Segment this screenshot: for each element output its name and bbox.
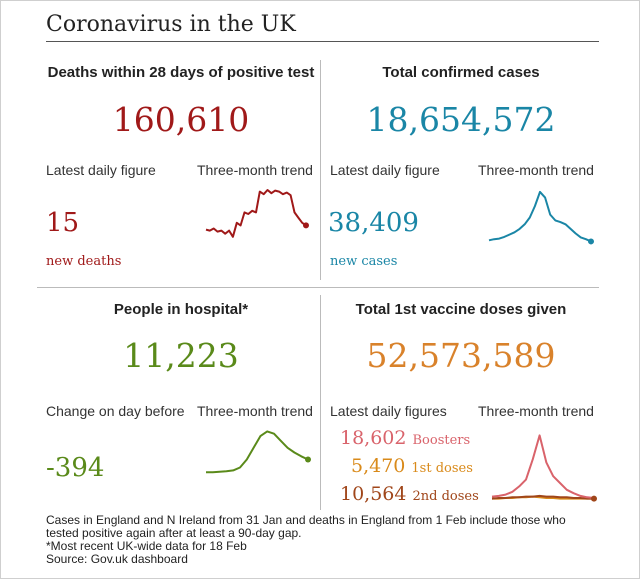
cases-latest-value: 38,409 xyxy=(328,208,419,238)
second-doses-label: 2nd doses xyxy=(412,489,479,504)
cases-heading: Total confirmed cases xyxy=(382,64,540,81)
hospital-change-value: -394 xyxy=(46,453,105,483)
first-doses-label: 1st doses xyxy=(411,461,473,476)
footnote-line-1: Cases in England and N Ireland from 31 J… xyxy=(46,513,566,527)
vaccine-boosters-row: 18,602 Boosters xyxy=(340,427,470,449)
title-rule xyxy=(46,41,599,42)
footnote-line-2: tested positive again after at least a 9… xyxy=(46,526,302,540)
horizontal-divider xyxy=(37,287,599,288)
vaccine-heading: Total 1st vaccine doses given xyxy=(355,301,567,318)
hospital-sparkline xyxy=(206,430,311,474)
deaths-trend-endpoint xyxy=(303,222,309,229)
deaths-latest-value: 15 xyxy=(46,208,80,238)
boosters-trend-line xyxy=(491,434,595,499)
deaths-latest-unit: new deaths xyxy=(46,254,122,269)
deaths-trend-label: Three-month trend xyxy=(197,162,313,178)
vaccine-trend-label: Three-month trend xyxy=(478,403,594,419)
cases-sparkline xyxy=(488,190,594,245)
cases-total: 18,654,572 xyxy=(366,100,556,139)
vaccine-sparkline xyxy=(491,434,597,502)
vaccine-first-doses-row: 5,470 1st doses xyxy=(351,455,473,477)
boosters-value: 18,602 xyxy=(340,427,407,449)
deaths-sparkline xyxy=(205,189,309,238)
vaccine-second-doses-row: 10,564 2nd doses xyxy=(340,483,479,505)
cases-latest-label: Latest daily figure xyxy=(330,162,440,178)
cases-trend-endpoint xyxy=(588,238,594,245)
cases-trend-line xyxy=(488,190,592,243)
hospital-trend-label: Three-month trend xyxy=(197,403,313,419)
cases-latest-unit: new cases xyxy=(330,254,398,269)
vaccine-latest-label: Latest daily figures xyxy=(330,403,447,419)
cases-trend-label: Three-month trend xyxy=(478,162,594,178)
vaccine-trend-endpoint xyxy=(591,495,597,502)
deaths-trend-line xyxy=(205,189,307,238)
boosters-label: Boosters xyxy=(412,433,471,448)
page-title: Coronavirus in the UK xyxy=(46,12,296,37)
hospital-trend-line xyxy=(206,430,309,474)
second-doses-trend-line xyxy=(491,494,594,500)
second-doses-value: 10,564 xyxy=(340,483,407,505)
footnote-line-3: *Most recent UK-wide data for 18 Feb xyxy=(46,539,247,553)
vertical-divider-bottom xyxy=(320,295,321,510)
vertical-divider-top xyxy=(320,60,321,280)
footnotes: Cases in England and N Ireland from 31 J… xyxy=(46,514,606,566)
hospital-trend-endpoint xyxy=(305,456,311,463)
deaths-heading: Deaths within 28 days of positive test xyxy=(47,64,315,81)
first-doses-value: 5,470 xyxy=(351,455,406,477)
deaths-latest-label: Latest daily figure xyxy=(46,162,156,178)
hospital-total: 11,223 xyxy=(123,336,239,375)
source-line: Source: Gov.uk dashboard xyxy=(46,552,188,566)
deaths-total: 160,610 xyxy=(112,100,250,139)
vaccine-total: 52,573,589 xyxy=(366,336,556,375)
hospital-change-label: Change on day before xyxy=(46,403,185,419)
hospital-heading: People in hospital* xyxy=(113,301,249,318)
